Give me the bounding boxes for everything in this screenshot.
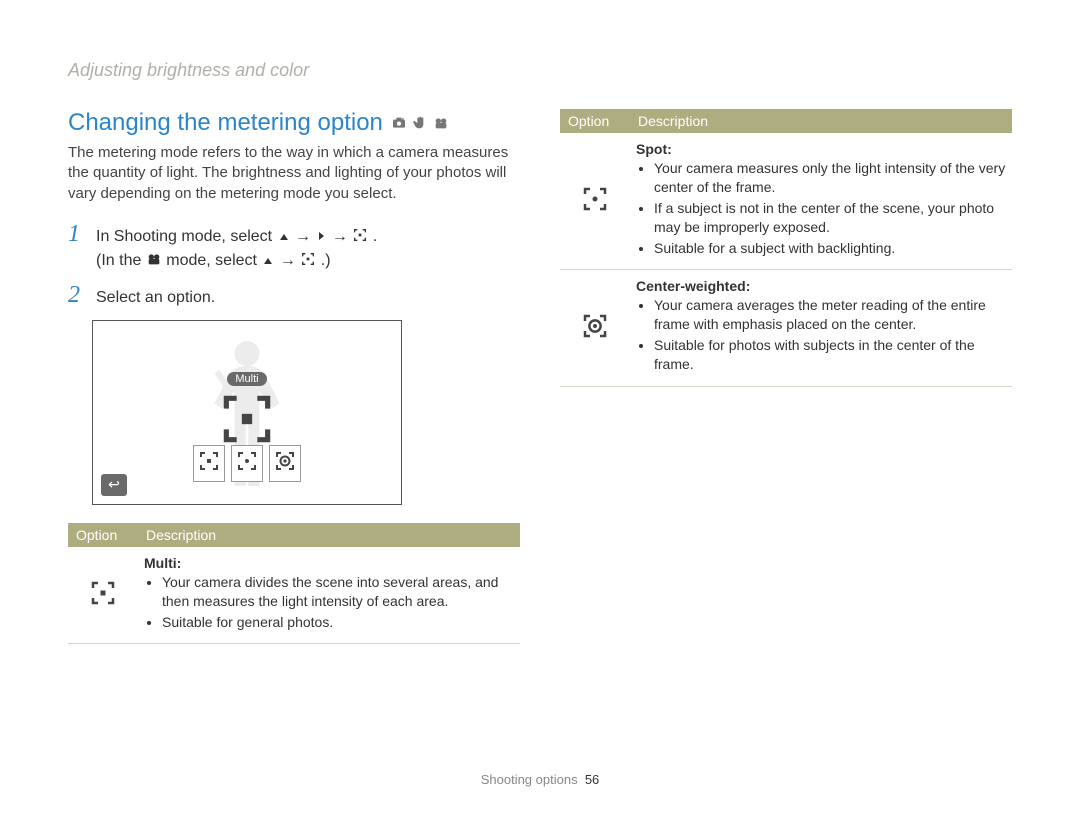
manual-page: Adjusting brightness and color Changing … xyxy=(0,0,1080,815)
step-number: 1 xyxy=(68,222,86,246)
step-body: In Shooting mode, select → → . (In the m… xyxy=(96,222,377,273)
step1b-text-b: mode, select xyxy=(166,252,261,269)
footer-section: Shooting options xyxy=(481,772,578,787)
intro-paragraph: The metering mode refers to the way in w… xyxy=(68,143,520,204)
metering-center-icon xyxy=(580,311,610,341)
two-column-layout: Changing the metering option The meterin… xyxy=(68,109,1012,644)
up-triangle-icon xyxy=(277,231,291,243)
step1-text-d: . xyxy=(373,228,377,245)
step-body: Select an option. xyxy=(96,283,215,310)
metering-multi-icon xyxy=(300,251,316,267)
option-icon-cell xyxy=(68,547,138,644)
desc-bullet: Suitable for a subject with backlighting… xyxy=(654,239,1006,258)
section-title-text: Changing the metering option xyxy=(68,109,383,137)
table-row: Multi: Your camera divides the scene int… xyxy=(68,547,520,644)
page-number: 56 xyxy=(585,772,599,787)
step-2: 2 Select an option. xyxy=(68,283,520,310)
thumb-multi[interactable] xyxy=(193,445,225,482)
step1b-text-d: .) xyxy=(321,252,331,269)
option-title: Spot xyxy=(636,141,667,157)
breadcrumb: Adjusting brightness and color xyxy=(68,60,1012,81)
video-mode-icon xyxy=(433,115,449,131)
table-row: Spot: Your camera measures only the ligh… xyxy=(560,133,1012,270)
option-icon-cell xyxy=(560,270,630,387)
option-desc-cell: Spot: Your camera measures only the ligh… xyxy=(630,133,1012,270)
col-option: Option xyxy=(68,523,138,547)
left-column: Changing the metering option The meterin… xyxy=(68,109,520,644)
thumb-spot[interactable] xyxy=(231,445,263,482)
section-title: Changing the metering option xyxy=(68,109,520,137)
option-title: Multi xyxy=(144,555,177,571)
thumb-center[interactable] xyxy=(269,445,301,482)
desc-bullet: If a subject is not in the center of the… xyxy=(654,199,1006,237)
metering-spot-icon xyxy=(580,184,610,214)
right-chevron-icon xyxy=(315,229,327,243)
metering-spot-icon xyxy=(235,449,259,473)
lcd-illustration: Multi ↩ xyxy=(92,320,402,505)
options-table-right: Option Description Spot: Your camera mea… xyxy=(560,109,1012,387)
col-option: Option xyxy=(560,109,630,133)
step1-arrow-c: → xyxy=(332,228,352,245)
table-row: Center-weighted: Your camera averages th… xyxy=(560,270,1012,387)
metering-multi-icon xyxy=(216,388,278,450)
option-thumbnails xyxy=(193,445,301,482)
back-icon: ↩ xyxy=(108,476,120,493)
applicable-modes xyxy=(391,115,449,131)
option-title: Center-weighted xyxy=(636,278,746,294)
up-triangle-icon xyxy=(261,255,275,267)
camera-mode-icon xyxy=(391,115,407,131)
col-description: Description xyxy=(630,109,1012,133)
desc-bullet: Suitable for general photos. xyxy=(162,613,514,632)
step1-text-a: In Shooting mode, select xyxy=(96,228,277,245)
option-icon-cell xyxy=(560,133,630,270)
step1-arrow-b: → xyxy=(295,228,315,245)
desc-bullet: Suitable for photos with subjects in the… xyxy=(654,336,1006,374)
back-button[interactable]: ↩ xyxy=(101,474,127,496)
desc-bullet: Your camera divides the scene into sever… xyxy=(162,573,514,611)
options-table-left: Option Description Multi: Your camera di… xyxy=(68,523,520,645)
selected-option-label: Multi xyxy=(227,372,266,386)
page-footer: Shooting options 56 xyxy=(0,772,1080,787)
col-description: Description xyxy=(138,523,520,547)
hand-mode-icon xyxy=(412,115,428,131)
video-mode-icon xyxy=(146,251,162,267)
metering-multi-icon xyxy=(88,578,118,608)
step1b-text-a: (In the xyxy=(96,252,146,269)
desc-bullet: Your camera averages the meter reading o… xyxy=(654,296,1006,334)
option-desc-cell: Multi: Your camera divides the scene int… xyxy=(138,547,520,644)
selected-option-preview: Multi xyxy=(216,369,278,455)
option-desc-cell: Center-weighted: Your camera averages th… xyxy=(630,270,1012,387)
metering-multi-icon xyxy=(352,227,368,243)
step-1: 1 In Shooting mode, select → → . (In the… xyxy=(68,222,520,273)
metering-multi-icon xyxy=(197,449,221,473)
step-number: 2 xyxy=(68,283,86,307)
metering-center-icon xyxy=(273,449,297,473)
step1b-arrow-c: → xyxy=(280,252,300,269)
desc-bullet: Your camera measures only the light inte… xyxy=(654,159,1006,197)
right-column: Option Description Spot: Your camera mea… xyxy=(560,109,1012,644)
